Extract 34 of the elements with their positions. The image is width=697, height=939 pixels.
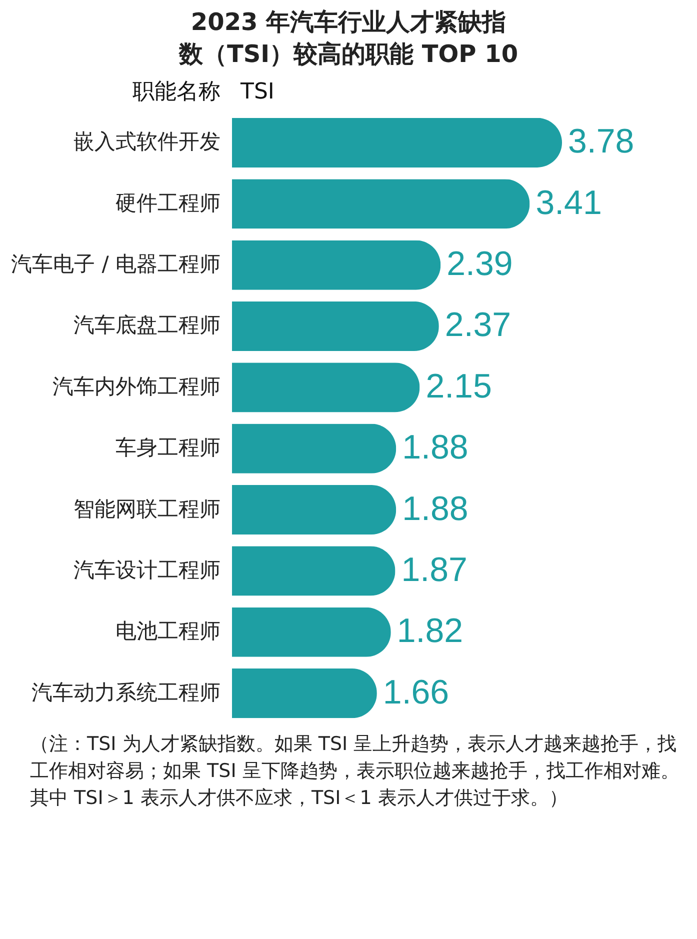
bar bbox=[232, 362, 420, 412]
y-tick-label: 车身工程师 bbox=[116, 436, 220, 460]
data-label: 2.37 bbox=[444, 306, 512, 344]
bar bbox=[232, 546, 396, 596]
data-label: 1.88 bbox=[402, 428, 468, 467]
bar bbox=[232, 240, 441, 290]
data-label: 1.87 bbox=[401, 550, 468, 589]
bar bbox=[232, 424, 396, 474]
y-tick-label: 汽车底盘工程师 bbox=[74, 313, 220, 338]
y-tick-label: 汽车内外饰工程师 bbox=[52, 374, 220, 398]
data-label: 2.39 bbox=[446, 245, 513, 284]
data-label: 2.15 bbox=[426, 367, 492, 406]
data-label: 1.82 bbox=[396, 612, 464, 650]
data-label: 3.78 bbox=[568, 122, 634, 161]
chart-title: 2023 年汽车行业人才紧缺指数（TSI）较高的职能 TOP 10 bbox=[178, 7, 520, 70]
bar bbox=[232, 118, 562, 168]
data-label: 1.66 bbox=[382, 673, 450, 712]
y-tick-label: 嵌入式软件开发 bbox=[74, 130, 220, 154]
bar bbox=[232, 484, 396, 535]
y-tick-label: 智能网联工程师 bbox=[74, 496, 220, 521]
bar bbox=[232, 179, 530, 229]
x-axis-title: TSI bbox=[240, 80, 274, 104]
y-tick-label: 汽车电子 / 电器工程师 bbox=[11, 252, 220, 276]
y-axis-title: 职能名称 bbox=[132, 80, 220, 104]
text: （注：TSI 为人才紧缺指数。如果 TSI 呈上升趋势，表示人才越来越抢手，找工作相对容易；如果 TSI 呈下降趋势，表示职位越来越抢手，找工作相对难。其中 TSI＞1 表示人才供不应求，TSI＜1 表示人才供过于求。） bbox=[30, 732, 680, 811]
bar bbox=[232, 668, 377, 718]
bar bbox=[232, 301, 439, 352]
y-tick-label: 汽车设计工程师 bbox=[74, 558, 220, 582]
data-label: 1.88 bbox=[402, 490, 468, 528]
data-label: 3.41 bbox=[536, 184, 602, 222]
y-tick-label: 汽车动力系统工程师 bbox=[32, 680, 220, 704]
y-tick-label: 电池工程师 bbox=[116, 619, 220, 644]
y-tick-label: 硬件工程师 bbox=[116, 190, 220, 215]
bar bbox=[232, 607, 391, 657]
